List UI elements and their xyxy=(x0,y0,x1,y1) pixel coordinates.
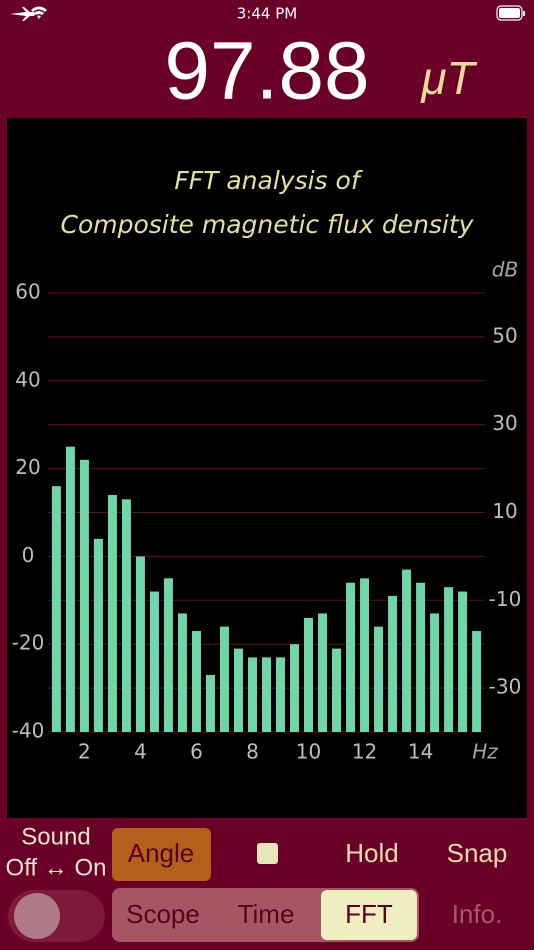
bar xyxy=(107,494,117,732)
bar xyxy=(416,582,426,732)
chart-title: FFT analysis of xyxy=(174,166,362,195)
bar xyxy=(177,613,187,732)
reading-value: 97.88 xyxy=(164,26,369,117)
x-axis-label: Hz xyxy=(472,740,498,764)
snap-button[interactable]: Snap xyxy=(447,838,508,868)
x-tick-label: 10 xyxy=(296,740,321,764)
bar xyxy=(191,631,201,732)
bar xyxy=(262,657,271,732)
x-tick-label: 2 xyxy=(78,740,91,764)
reading-unit: μT xyxy=(420,52,477,104)
sound-label: Sound xyxy=(21,823,90,850)
x-tick-label: 4 xyxy=(134,740,147,764)
tab-selected xyxy=(321,890,417,940)
bar xyxy=(79,459,89,732)
bar xyxy=(374,626,384,732)
bar xyxy=(346,582,356,732)
y-tick-label: -20 xyxy=(12,631,45,655)
bar xyxy=(51,486,61,732)
chart: FFT analysis of Composite magnetic flux … xyxy=(12,166,522,764)
bar xyxy=(205,674,215,732)
bar xyxy=(135,556,145,732)
bar xyxy=(233,648,243,732)
bar xyxy=(276,657,286,732)
x-tick-label: 6 xyxy=(190,740,203,764)
bar xyxy=(65,446,75,732)
bar xyxy=(402,569,412,732)
y-tick-label: 20 xyxy=(15,455,40,479)
y-tick-label: 40 xyxy=(15,367,40,391)
y2-tick-label: -30 xyxy=(489,675,522,699)
bar xyxy=(149,591,159,732)
bar xyxy=(444,587,454,732)
y2-axis-label: dB xyxy=(492,258,518,282)
bar xyxy=(290,644,300,732)
battery-level xyxy=(499,8,520,18)
bar xyxy=(458,591,468,732)
y-tick-label: 60 xyxy=(15,280,40,304)
tab-time[interactable]: Time xyxy=(238,899,295,929)
bar xyxy=(332,648,342,732)
x-tick-label: 12 xyxy=(352,740,377,764)
sound-switch-knob[interactable] xyxy=(14,893,60,939)
sound-toggle-label: Off ↔ On xyxy=(6,854,107,881)
angle-button[interactable] xyxy=(112,828,211,881)
tab-scope[interactable]: Scope xyxy=(126,899,200,929)
bar xyxy=(304,617,314,732)
y2-tick-label: 10 xyxy=(492,499,517,523)
x-tick-label: 8 xyxy=(246,740,259,764)
bar xyxy=(219,626,229,732)
bar xyxy=(360,578,370,732)
angle-button-label[interactable]: Angle xyxy=(128,838,195,868)
x-tick-label: 14 xyxy=(408,740,433,764)
battery-tip xyxy=(523,11,525,16)
hold-button[interactable]: Hold xyxy=(345,838,398,868)
y2-tick-label: -10 xyxy=(489,587,522,611)
bar xyxy=(388,595,398,732)
indicator-square[interactable] xyxy=(257,843,278,864)
bar xyxy=(93,538,103,732)
bar xyxy=(121,499,131,732)
y-tick-label: 0 xyxy=(22,543,35,567)
info-button[interactable]: Info. xyxy=(452,899,503,929)
tab-fft[interactable]: FFT xyxy=(345,899,393,929)
bar xyxy=(247,657,257,732)
y-tick-label: -40 xyxy=(12,719,45,743)
airplane-icon xyxy=(10,7,35,21)
bar xyxy=(318,613,328,732)
status-time: 3:44 PM xyxy=(237,5,297,23)
bar xyxy=(163,578,173,732)
chart-subtitle: Composite magnetic flux density xyxy=(61,210,475,239)
bar xyxy=(472,631,482,732)
bar xyxy=(430,613,440,732)
wifi-icon xyxy=(31,6,47,19)
battery-icon xyxy=(496,5,523,21)
y2-tick-label: 50 xyxy=(492,323,517,347)
y2-tick-label: 30 xyxy=(492,411,517,435)
